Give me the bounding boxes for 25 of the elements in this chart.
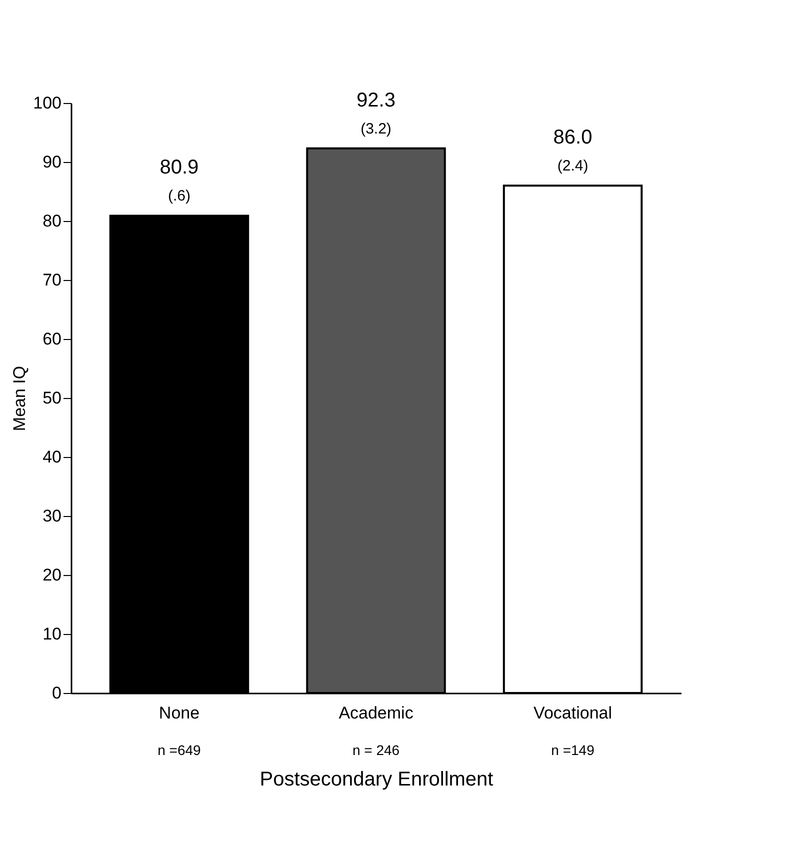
text: n =149 [551, 742, 595, 758]
data-label: 80.9 [160, 156, 199, 179]
x-tick-label: Academic [338, 704, 414, 722]
data-label: 92.3 [356, 89, 396, 112]
y-tick-label: 90 [42, 152, 62, 172]
y-tick-label: 100 [33, 94, 62, 112]
y-tick-label: 60 [42, 330, 62, 348]
x-axis-title: Postsecondary Enrollment [260, 768, 494, 790]
text: n =649 [158, 742, 202, 758]
y-tick-label: 50 [42, 388, 62, 408]
y-tick-label: 10 [42, 624, 62, 644]
data-label: 86.0 [553, 126, 592, 149]
y-tick-label: 70 [42, 270, 62, 290]
annotation: (.6) [168, 188, 190, 205]
y-tick-label: 30 [42, 506, 62, 526]
annotation: (3.2) [360, 120, 392, 138]
x-tick-label: Vocational [534, 704, 612, 722]
y-axis-title: Mean IQ [10, 366, 30, 432]
y-tick-label: 80 [42, 212, 62, 230]
y-tick-label: 40 [42, 448, 62, 466]
annotation: (2.4) [557, 158, 588, 175]
y-tick-label: 0 [52, 684, 62, 702]
text: n = 246 [352, 742, 400, 758]
y-tick-label: 20 [42, 566, 62, 584]
x-tick-label: None [158, 704, 200, 722]
